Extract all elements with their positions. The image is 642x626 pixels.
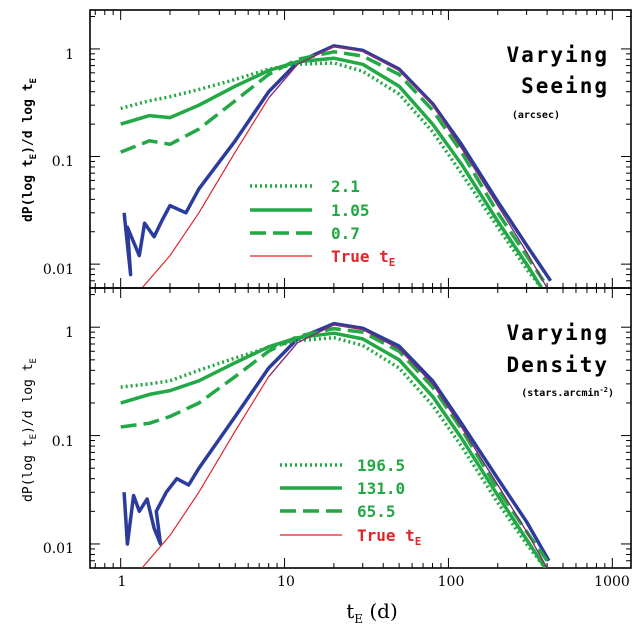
data-series [120, 321, 551, 568]
panel-title-line-2: Density [506, 353, 609, 377]
series-line-0 [120, 335, 547, 568]
y-tick-label: 0.01 [43, 541, 74, 557]
panel-title-line-2: Seeing [521, 74, 609, 98]
series-line-overlay-3 [268, 45, 548, 288]
y-tick-label: 0.01 [43, 262, 74, 278]
data-series [120, 44, 553, 288]
series-line-1 [120, 56, 544, 288]
legend: 196.5 131.0 65.5 True tE [280, 456, 421, 548]
x-axis-label: tE (d) [346, 599, 398, 626]
x-tick-label: 100 [438, 574, 465, 590]
panel-units: (arcsec) [512, 110, 560, 121]
legend-label: 1.05 [331, 201, 370, 220]
panel-varying-density: 1 0.1 0.01 1 10 100 1000 dP(log tE)/d lo… [21, 287, 632, 626]
series-line-true-3 [141, 324, 548, 568]
y-tick-label: 0.1 [52, 154, 74, 170]
panel-title-line-1: Varying [506, 321, 609, 345]
legend-label: 2.1 [331, 177, 360, 196]
axis-ticks [90, 288, 631, 569]
plot-frame [89, 287, 632, 569]
legend-label: 131.0 [357, 479, 405, 498]
y-tick-label: 1 [65, 47, 74, 63]
series-line-blue-0 [122, 321, 551, 562]
legend-label: True tE [357, 526, 421, 548]
legend: 2.1 1.05 0.7 True tE [250, 177, 395, 269]
series-line-blue-0 [122, 44, 553, 282]
y-tick-label: 0.1 [52, 434, 74, 450]
x-tick-label: 10 [277, 574, 295, 590]
series-line-1 [120, 331, 547, 568]
panel-title-line-1: Varying [506, 43, 609, 67]
legend-label: 0.7 [331, 224, 360, 243]
y-axis-label: dP(log tE)/d log tE [21, 78, 39, 222]
series-line-0 [120, 61, 543, 288]
series-line-2 [120, 326, 549, 562]
legend-label: 196.5 [357, 456, 405, 475]
x-tick-label: 1 [118, 574, 127, 590]
x-tick-label: 1000 [594, 574, 630, 590]
y-axis-label: dP(log tE)/d log tE [21, 358, 39, 502]
panel-varying-seeing: 1 0.1 0.01 dP(log tE)/d log tE Varying S… [21, 9, 632, 289]
y-tick-label: 1 [65, 325, 74, 341]
panel-units: (stars.arcmin-2) [521, 386, 614, 399]
axis-ticks [90, 10, 631, 289]
series-line-2 [120, 50, 545, 282]
legend-label: True tE [331, 247, 395, 269]
legend-label: 65.5 [357, 502, 396, 521]
series-line-overlay-3 [268, 324, 548, 568]
